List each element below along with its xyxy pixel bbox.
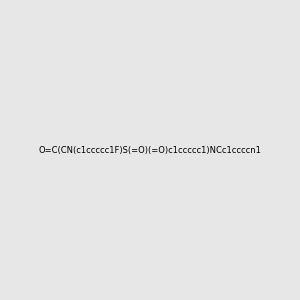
Text: O=C(CN(c1ccccc1F)S(=O)(=O)c1ccccc1)NCc1ccccn1: O=C(CN(c1ccccc1F)S(=O)(=O)c1ccccc1)NCc1c… <box>39 146 261 154</box>
